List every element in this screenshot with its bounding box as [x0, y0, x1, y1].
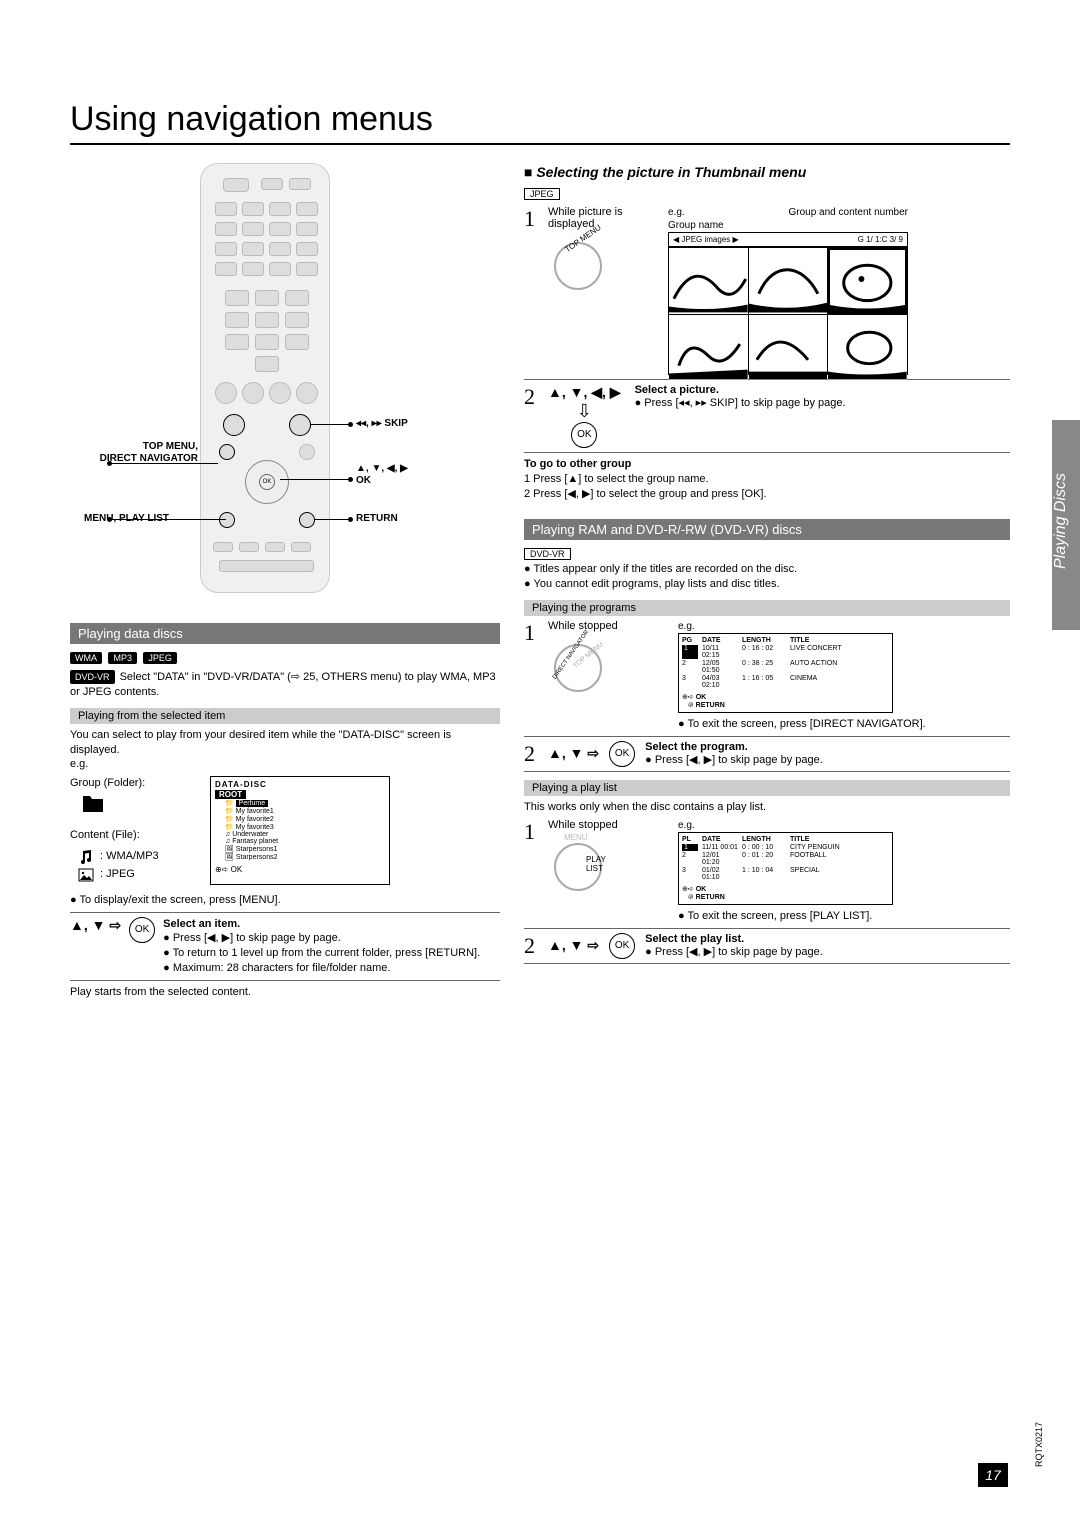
grp-name: Group name [668, 219, 908, 232]
label-ok: OK [356, 475, 371, 486]
menu-bullet: ● To display/exit the screen, press [MEN… [70, 893, 500, 908]
ram-b2: ● You cannot edit programs, play lists a… [524, 577, 1010, 592]
select-picture: Select a picture. [635, 384, 846, 396]
databox-item: My favorite1 [236, 808, 274, 815]
skip-page: ● Press [◂◂, ▸▸ SKIP] to skip page by pa… [635, 396, 846, 409]
badge-dvdvr: DVD-VR [70, 670, 115, 684]
label-return: RETURN [356, 513, 398, 524]
label-menuplในlaylist: MENU, PLAY LIST [84, 513, 169, 524]
group-folder-label: Group (Folder): [70, 776, 200, 791]
databox-item: Underwater [232, 831, 268, 838]
eg: e.g. [70, 757, 500, 772]
label-arrows: ▲, ▼, ◀, ▶ [356, 463, 408, 474]
while-stopped2: While stopped [548, 819, 668, 831]
select-program: Select the program. [645, 741, 823, 753]
select-item: Select an item. [163, 917, 500, 932]
jpeg-label: : JPEG [100, 867, 135, 882]
step-b1: ● Press [◀, ▶] to skip page by page. [163, 931, 500, 946]
sub-playing-playlist: Playing a play list [524, 780, 1010, 796]
note-icon [78, 849, 94, 865]
step-1c: 1 [524, 819, 548, 924]
step-1: 1 [524, 206, 548, 375]
databox-root: ROOT [215, 790, 246, 799]
dn-button-graphic: DIRECT NAVIGATOR TOP MENU [548, 638, 608, 698]
ok-icon: OK [609, 741, 635, 767]
step-2c: 2 [524, 933, 548, 959]
thumbnail-grid [668, 247, 908, 375]
ok-icon: OK [609, 933, 635, 959]
topmenu-button-graphic: TOP MENU [548, 236, 608, 296]
program-table: PGDATELENGTHTITLE 110/11 02:150 : 16 : 0… [678, 633, 893, 713]
folder-icon [82, 795, 104, 813]
select-playlist: Select the play list. [645, 933, 823, 945]
databox-selected: Perfume [236, 800, 268, 807]
badge-jpeg-outline: JPEG [524, 188, 560, 200]
wma-mp3-label: : WMA/MP3 [100, 849, 159, 864]
dvdvr-note: DVD-VR Select "DATA" in "DVD-VR/DATA" (⇨… [70, 670, 500, 700]
grp-cnum: Group and content number [788, 206, 908, 219]
eg-r: e.g. [668, 206, 685, 219]
exit2: ● To exit the screen, press [PLAY LIST]. [678, 909, 893, 924]
ending: Play starts from the selected content. [70, 985, 500, 1000]
s2b-b: ● Press [◀, ▶] to skip page by page. [645, 945, 823, 958]
thumb-header: ◀ JPEG images ▶ G 1/ 1:C 3/ 9 [668, 232, 908, 247]
data-disc-box: DATA-DISC ROOT 📁 Perfume 📁 My favorite1 … [210, 776, 390, 885]
while-stopped: While stopped [548, 620, 668, 632]
databox-ok: OK [231, 865, 243, 874]
s2-b: ● Press [◀, ▶] to skip page by page. [645, 753, 823, 766]
step-b2: ● To return to 1 level up from the curre… [163, 946, 500, 961]
badge-jpeg: JPEG [143, 652, 177, 664]
remote-diagram: OK ◂◂, ▸▸ SKIP TOP MENU, DIRECT NAVIGATO… [70, 163, 500, 623]
eg-r2: e.g. [678, 620, 926, 633]
section-ram: Playing RAM and DVD-R/-RW (DVD-VR) discs [524, 519, 1010, 540]
content-file-label: Content (File): [70, 828, 200, 843]
badge-wma: WMA [70, 652, 102, 664]
section-playing-data-discs: Playing data discs [70, 623, 500, 644]
playlist-button-graphic: MENU PLAY LIST [548, 837, 608, 897]
step-1b: 1 [524, 620, 548, 732]
badge-dvdvr-outline: DVD-VR [524, 548, 571, 560]
other-2: 2 Press [◀, ▶] to select the group and p… [524, 487, 1010, 502]
label-topmenu: TOP MENU, [78, 441, 198, 452]
s1a: While picture is displayed [548, 206, 658, 230]
ok-icon: OK [129, 917, 155, 943]
other-group-h: To go to other group [524, 457, 1010, 472]
playlist-table: PLDATELENGTHTITLE 111/11 00:010 : 00 : 1… [678, 832, 893, 905]
playlist-note: This works only when the disc contains a… [524, 800, 1010, 815]
dvdvr-text: Select "DATA" in "DVD-VR/DATA" (⇨ 25, OT… [70, 671, 496, 698]
other-1: 1 Press [▲] to select the group name. [524, 472, 1010, 487]
thumbnail-heading: ■ Selecting the picture in Thumbnail men… [524, 163, 1010, 182]
sub1-text: You can select to play from your desired… [70, 728, 500, 758]
databox-item: Starpersons2 [236, 854, 278, 861]
label-directnav: DIRECT NAVIGATOR [70, 453, 198, 464]
side-tab: Playing Discs [1052, 420, 1080, 630]
exit1: ● To exit the screen, press [DIRECT NAVI… [678, 717, 926, 732]
sub-playing-from-selected: Playing from the selected item [70, 708, 500, 724]
badge-mp3: MP3 [108, 652, 137, 664]
step-2: 2 [524, 384, 548, 448]
step-b3: ● Maximum: 28 characters for file/folder… [163, 961, 500, 976]
databox-item: Fantasy planet [232, 838, 278, 845]
databox-item: My favorite3 [236, 824, 274, 831]
page-number: 17 [978, 1463, 1008, 1487]
sub-playing-programs: Playing the programs [524, 600, 1010, 616]
step-2b: 2 [524, 741, 548, 767]
eg-r3: e.g. [678, 819, 893, 832]
s2-arrows: ▲, ▼, ◀, ▶ [548, 384, 621, 401]
jpeg-icon [78, 867, 94, 883]
databox-item: Starpersons1 [236, 846, 278, 853]
ok-icon: OK [571, 422, 597, 448]
databox-item: My favorite2 [236, 816, 274, 823]
ram-b1: ● Titles appear only if the titles are r… [524, 562, 1010, 577]
title-rule [70, 143, 1010, 145]
page-title: Using navigation menus [70, 100, 1010, 139]
label-skip: ◂◂, ▸▸ SKIP [356, 418, 408, 429]
doc-id: RQTX0217 [1034, 1422, 1044, 1467]
databox-title: DATA-DISC [215, 780, 385, 789]
step-arrows: ▲, ▼ ⇨ [70, 917, 121, 934]
